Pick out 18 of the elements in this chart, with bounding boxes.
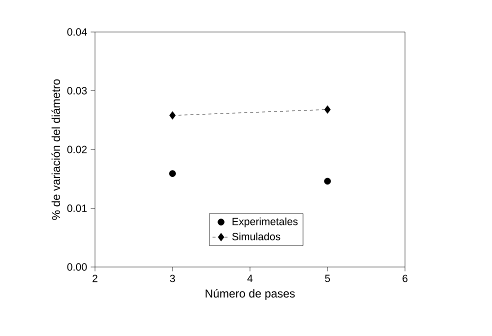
- x-tick-label: 3: [170, 274, 175, 282]
- y-axis-title: % de variación del diámetro: [51, 79, 60, 220]
- point: [324, 178, 331, 185]
- x-tick-label: 4: [247, 274, 253, 282]
- x-tick-label: 6: [402, 274, 408, 282]
- point: [169, 111, 176, 120]
- x-axis-title: Número de pases: [206, 289, 295, 300]
- point: [324, 105, 331, 114]
- x-tick-label: 5: [325, 274, 330, 282]
- y-tick-label: 0.01: [67, 204, 87, 212]
- y-tick-label: 0.02: [67, 146, 87, 154]
- point: [169, 170, 176, 177]
- legend-label: Experimetales: [232, 218, 298, 228]
- x-tick-label: 2: [92, 274, 98, 282]
- y-tick-label: 0.03: [67, 87, 87, 94]
- y-tick-label: 0.04: [67, 28, 87, 36]
- y-tick-label: 0.00: [67, 263, 87, 271]
- legend-label: Simulados: [232, 232, 280, 240]
